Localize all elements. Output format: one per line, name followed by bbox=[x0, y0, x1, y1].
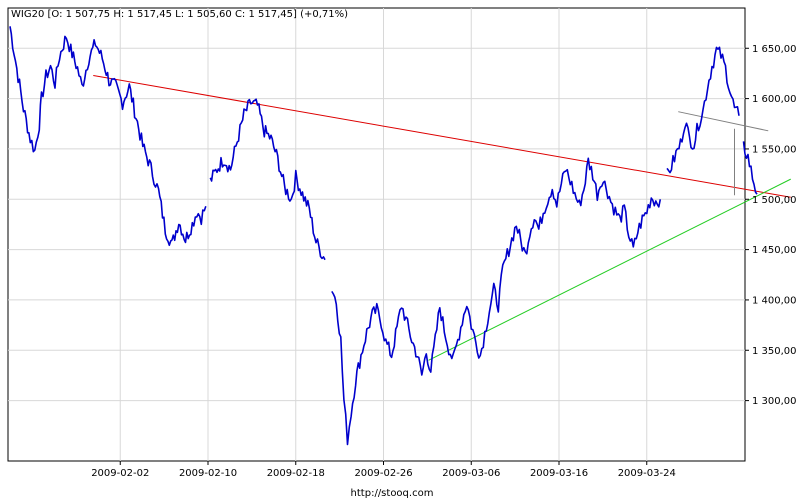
y-tick-label: 1 300,00 bbox=[752, 396, 797, 407]
source-url[interactable]: http://stooq.com bbox=[351, 488, 434, 499]
x-axis: 2009-02-02 2009-02-10 2009-02-18 2009-02-26… bbox=[91, 461, 676, 479]
y-tick-label: 1 450,00 bbox=[752, 245, 797, 256]
y-axis: 1 300,00 1 350,00 1 400,00 1 450,00 1 500,00… bbox=[745, 44, 797, 407]
chart-title: WIG20 [O: 1 507,75 H: 1 517,45 L: 1 505,… bbox=[11, 9, 348, 20]
x-tick-label: 2009-03-16 bbox=[530, 468, 588, 479]
price-line-segment bbox=[209, 98, 326, 261]
price-line-segment bbox=[666, 46, 740, 174]
y-tick-label: 1 550,00 bbox=[752, 144, 797, 155]
x-tick-label: 2009-02-10 bbox=[179, 468, 237, 479]
x-tick-label: 2009-03-24 bbox=[618, 468, 676, 479]
trendlines bbox=[93, 74, 791, 361]
price-line-segment bbox=[742, 141, 758, 195]
plot-area bbox=[7, 7, 746, 462]
price-line-segment bbox=[9, 26, 207, 247]
x-tick-label: 2009-03-06 bbox=[442, 468, 500, 479]
x-tick-label: 2009-02-18 bbox=[267, 468, 325, 479]
support-trendline bbox=[428, 178, 791, 361]
price-line-segment bbox=[331, 157, 662, 446]
y-tick-label: 1 350,00 bbox=[752, 346, 797, 357]
y-tick-label: 1 400,00 bbox=[752, 295, 797, 306]
gridlines bbox=[8, 8, 745, 461]
price-series bbox=[9, 26, 758, 446]
y-tick-label: 1 650,00 bbox=[752, 44, 797, 55]
y-tick-label: 1 600,00 bbox=[752, 94, 797, 105]
x-tick-label: 2009-02-02 bbox=[91, 468, 149, 479]
y-tick-label: 1 500,00 bbox=[752, 195, 797, 206]
resistance-trendline bbox=[93, 74, 791, 198]
channel-trendline bbox=[678, 111, 769, 132]
x-tick-label: 2009-02-26 bbox=[354, 468, 412, 479]
